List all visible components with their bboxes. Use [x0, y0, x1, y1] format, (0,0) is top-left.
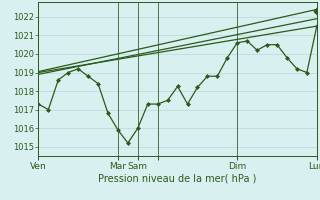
X-axis label: Pression niveau de la mer( hPa ): Pression niveau de la mer( hPa ) — [99, 173, 257, 183]
